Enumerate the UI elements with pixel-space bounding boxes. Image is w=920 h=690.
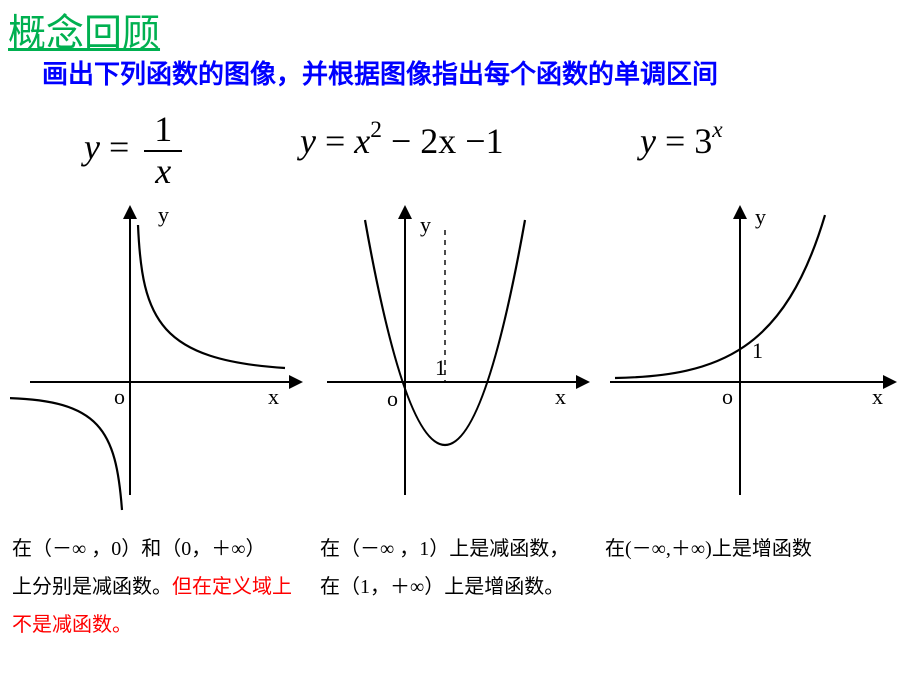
- formula-reciprocal: y = 1 x: [84, 110, 182, 191]
- formula-eq: =: [316, 121, 354, 161]
- fraction: 1 x: [144, 110, 182, 191]
- formula-base: 3: [694, 121, 712, 161]
- formula-rest: − 2x −1: [382, 121, 504, 161]
- denominator: x: [144, 152, 182, 192]
- formula-y: y: [640, 121, 656, 161]
- label-origin: o: [387, 386, 398, 411]
- label-x: x: [268, 384, 279, 409]
- slide: 概念回顾 画出下列函数的图像，并根据图像指出每个函数的单调区间 y = 1 x …: [0, 0, 920, 690]
- formula-y: y: [300, 121, 316, 161]
- formula-sup: 2: [370, 117, 382, 143]
- slide-title: 概念回顾: [8, 2, 160, 57]
- label-y: y: [420, 212, 431, 237]
- formula-x: x: [354, 121, 370, 161]
- formula-quadratic: y = x2 − 2x −1: [300, 120, 504, 162]
- numerator: 1: [144, 110, 182, 152]
- formula-eq: =: [656, 121, 694, 161]
- formula-y: y: [84, 127, 100, 167]
- caption-line-1: 在（－∞ ，0）和（0，＋∞）: [12, 538, 266, 560]
- label-origin: o: [722, 384, 733, 409]
- label-origin: o: [114, 384, 125, 409]
- label-one: 1: [435, 355, 446, 380]
- caption-line-2a: 上分别是减函数。: [12, 576, 172, 598]
- label-y: y: [158, 202, 169, 227]
- formula-eq: =: [109, 127, 138, 167]
- curve-exponential: [615, 215, 825, 378]
- label-y: y: [755, 204, 766, 229]
- graph-quadratic: y x o 1: [315, 200, 595, 520]
- graph-exponential: y x o 1: [600, 200, 900, 520]
- graph-reciprocal: y x o: [10, 200, 310, 520]
- curve-branch-2: [10, 398, 122, 510]
- caption-reciprocal: 在（－∞ ，0）和（0，＋∞） 上分别是减函数。但在定义域上不是减函数。: [12, 530, 302, 644]
- label-x: x: [872, 384, 883, 409]
- curve-branch-1: [138, 225, 285, 368]
- formula-exponential: y = 3x: [640, 120, 723, 162]
- formula-sup: x: [712, 117, 722, 143]
- caption-text: 在（－∞ ，1）上是减函数，在（1，＋∞）上是增函数。: [320, 538, 569, 598]
- caption-quadratic: 在（－∞ ，1）上是减函数，在（1，＋∞）上是增函数。: [320, 530, 580, 606]
- slide-subtitle: 画出下列函数的图像，并根据图像指出每个函数的单调区间: [42, 54, 718, 91]
- label-x: x: [555, 384, 566, 409]
- caption-exponential: 在(－∞,＋∞)上是增函数: [605, 530, 865, 568]
- label-one: 1: [752, 338, 763, 363]
- caption-text: 在(－∞,＋∞)上是增函数: [605, 538, 812, 560]
